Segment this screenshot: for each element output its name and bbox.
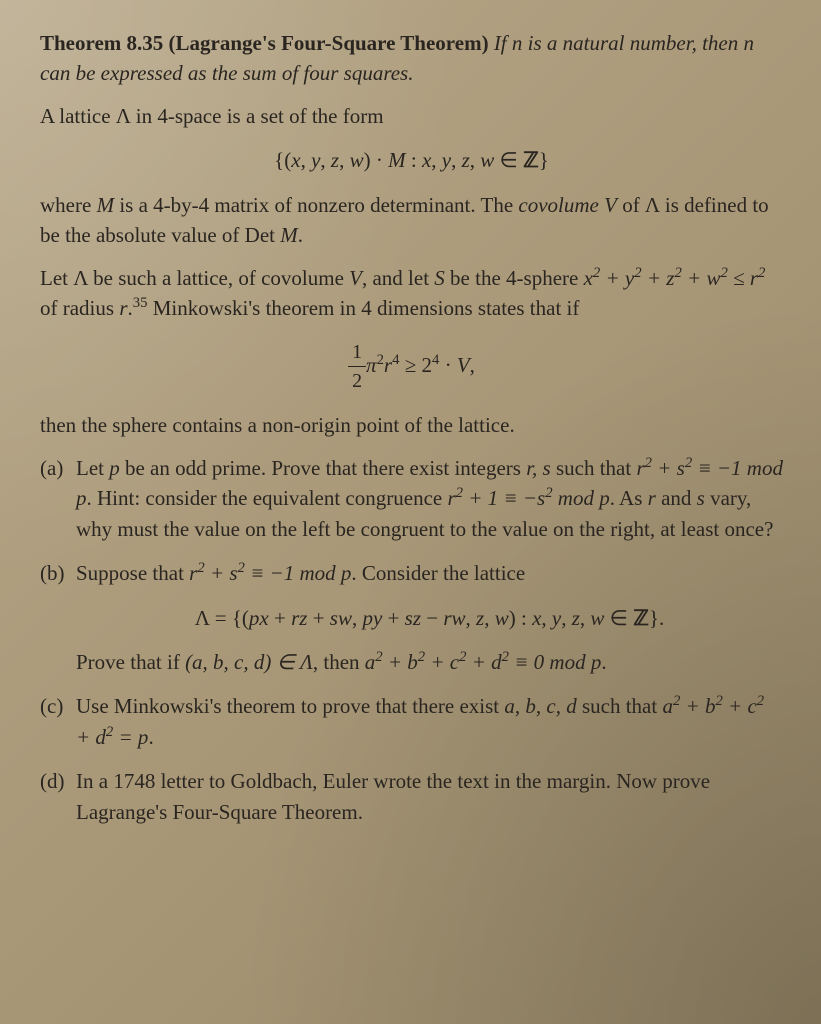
lattice-definition-math: {(x, y, z, w) · M : x, y, z, w ∈ ℤ} (40, 145, 783, 175)
sphere-setup: Let Λ be such a lattice, of covolume V, … (40, 263, 783, 324)
item-b: (b) Suppose that r2 + s2 ≡ −1 mod p. Con… (40, 558, 783, 677)
item-a: (a) Let p be an odd prime. Prove that th… (40, 453, 783, 544)
item-d: (d) In a 1748 letter to Goldbach, Euler … (40, 766, 783, 827)
text: is a 4-by-4 matrix of nonzero determinan… (114, 193, 518, 217)
covolume-definition: where M is a 4-by-4 matrix of nonzero de… (40, 190, 783, 251)
item-d-label: (d) (40, 766, 76, 827)
item-c-content: Use Minkowski's theorem to prove that th… (76, 691, 783, 752)
item-c: (c) Use Minkowski's theorem to prove tha… (40, 691, 783, 752)
minkowski-inequality: 12π2r4 ≥ 24 · V, (40, 338, 783, 397)
theorem-name: (Lagrange's Four-Square Theorem) (169, 31, 489, 55)
text: be the 4-sphere (445, 266, 584, 290)
item-b-content: Suppose that r2 + s2 ≡ −1 mod p. Conside… (76, 558, 783, 677)
theorem-statement: Theorem 8.35 (Lagrange's Four-Square The… (40, 28, 783, 89)
item-a-content: Let p be an odd prime. Prove that there … (76, 453, 783, 544)
text: where (40, 193, 97, 217)
text: Minkowski's theorem in 4 dimensions stat… (147, 296, 579, 320)
frac-num: 1 (348, 338, 366, 368)
frac-den: 2 (348, 367, 366, 396)
item-a-label: (a) (40, 453, 76, 544)
minkowski-conclusion: then the sphere contains a non-origin po… (40, 410, 783, 440)
item-d-content: In a 1748 letter to Goldbach, Euler wrot… (76, 766, 783, 827)
footnote-marker: 35 (133, 295, 148, 311)
S: S (434, 266, 445, 290)
r: r (119, 296, 127, 320)
lattice-lambda-definition: Λ = {(px + rz + sw, py + sz − rw, z, w) … (76, 603, 783, 633)
theorem-number: Theorem 8.35 (40, 31, 163, 55)
lattice-intro: A lattice Λ in 4-space is a set of the f… (40, 101, 783, 131)
sphere-inequality: x2 + y2 + z2 + w2 ≤ r2 (584, 266, 766, 290)
covolume-term: covolume (518, 193, 598, 217)
text: Let Λ be such a lattice, of covolume (40, 266, 349, 290)
text: , and let (362, 266, 434, 290)
item-b-label: (b) (40, 558, 76, 677)
matrix-M: M (97, 193, 115, 217)
text: of radius (40, 296, 119, 320)
item-c-label: (c) (40, 691, 76, 752)
matrix-M-2: M (280, 223, 298, 247)
V: V (349, 266, 362, 290)
text: . (298, 223, 303, 247)
